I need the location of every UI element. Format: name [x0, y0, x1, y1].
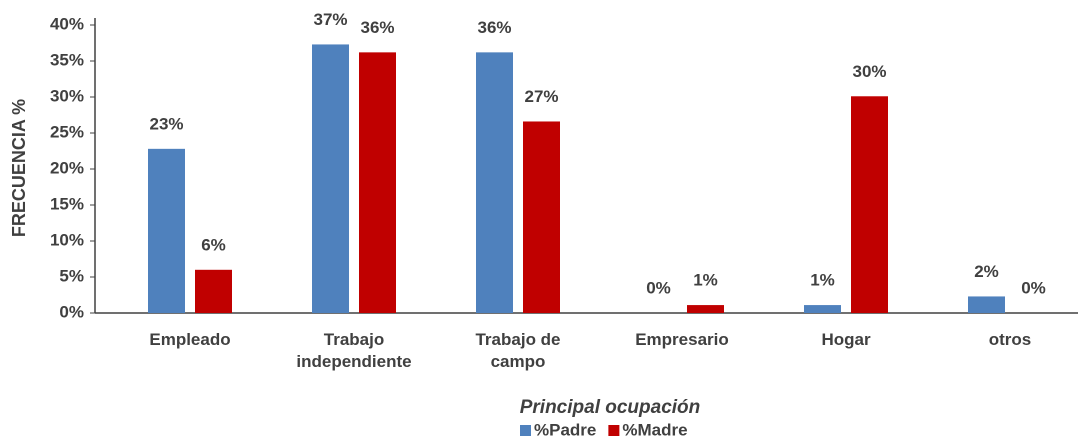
bar	[476, 52, 513, 314]
value-label: 23%	[149, 114, 183, 133]
value-label: 1%	[693, 271, 718, 290]
legend-label: %Padre	[534, 420, 596, 439]
x-tick-label: Empresario	[635, 330, 729, 349]
y-tick-label: 20%	[50, 158, 84, 177]
value-label: 0%	[1021, 278, 1046, 297]
x-axis-title: Principal ocupación	[520, 397, 701, 418]
bar	[523, 121, 560, 313]
legend-swatch	[608, 425, 620, 436]
bar	[359, 52, 396, 314]
bar	[687, 305, 724, 313]
x-tick-label: Trabajo de campo	[475, 330, 561, 371]
y-tick-label: 0%	[59, 302, 84, 321]
legend-swatch	[520, 425, 531, 436]
bar	[804, 305, 841, 313]
x-tick-label: otros	[988, 330, 1032, 349]
y-axis-title: FRECUENCIA %	[9, 99, 29, 237]
bar	[851, 96, 888, 313]
y-tick-label: 30%	[50, 86, 84, 105]
value-label: 30%	[852, 62, 886, 81]
x-tick-label: Empleado	[149, 330, 231, 349]
value-label: 6%	[201, 235, 226, 254]
value-label: 27%	[524, 87, 558, 106]
value-label: 1%	[810, 271, 835, 290]
value-label: 2%	[974, 262, 999, 281]
bar	[968, 296, 1005, 313]
bar	[195, 269, 232, 313]
value-label: 36%	[360, 18, 394, 37]
x-tick-label: Trabajo independiente	[296, 330, 412, 371]
y-tick-label: 15%	[50, 194, 84, 213]
y-tick-label: 10%	[50, 230, 84, 249]
y-tick-label: 35%	[50, 50, 84, 69]
value-label: 0%	[646, 278, 671, 297]
bar	[148, 148, 185, 313]
value-label: 36%	[477, 18, 511, 37]
legend-label: %Madre	[622, 420, 687, 439]
x-tick-label: Hogar	[821, 330, 871, 349]
y-tick-label: 40%	[50, 14, 84, 33]
y-tick-label: 5%	[59, 266, 84, 285]
value-label: 37%	[313, 10, 347, 29]
bar	[312, 44, 349, 313]
y-tick-label: 25%	[50, 122, 84, 141]
